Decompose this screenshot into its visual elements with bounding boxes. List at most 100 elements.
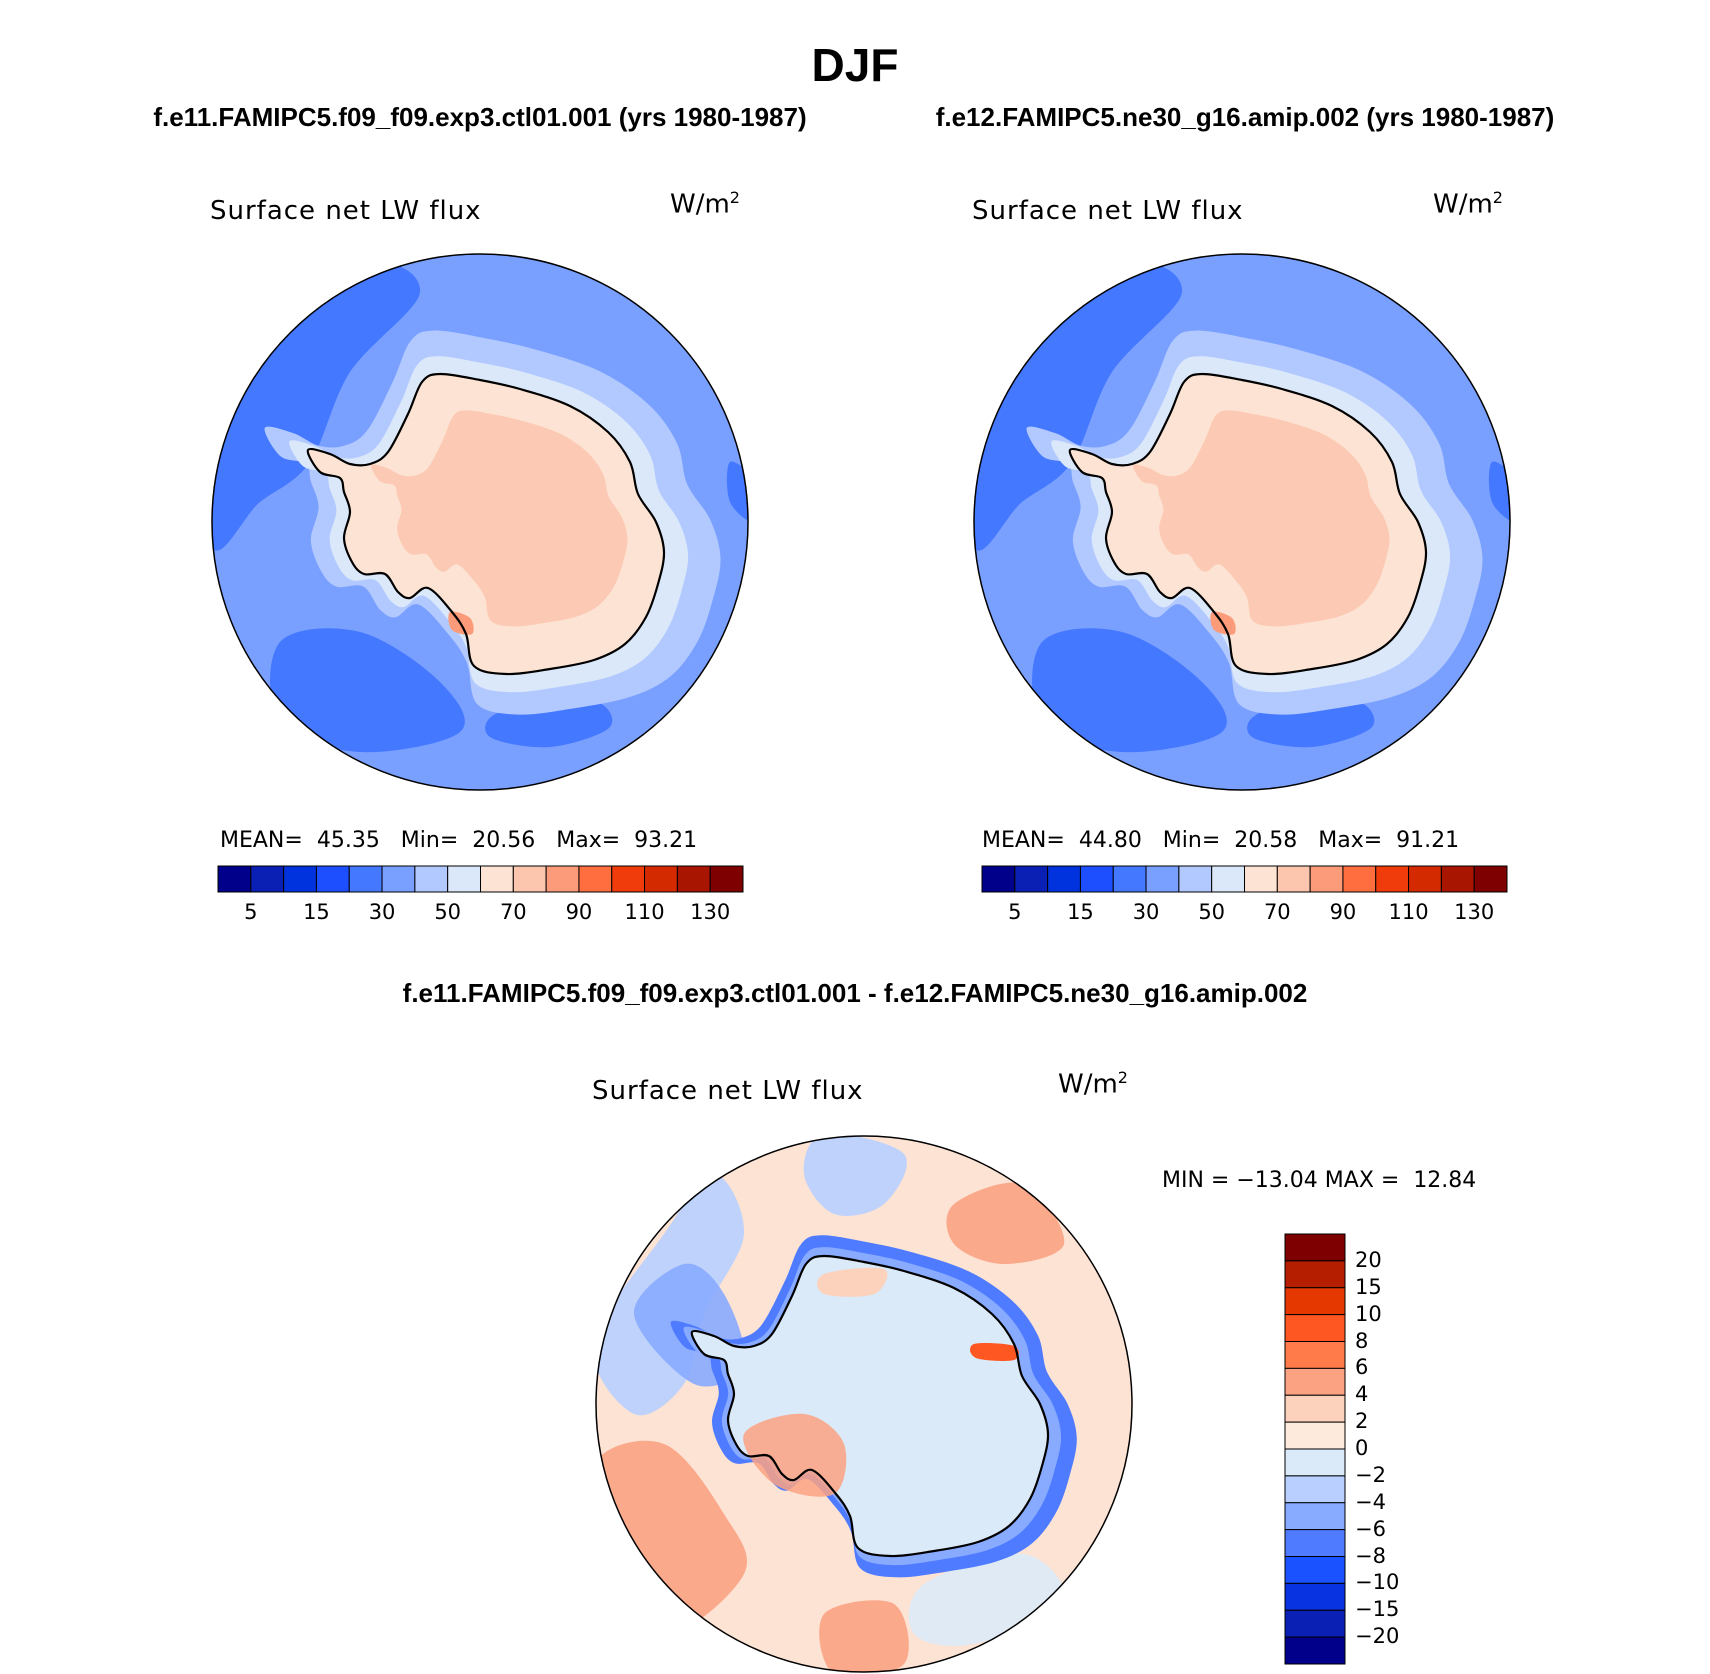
colorbar-swatch xyxy=(348,865,383,893)
colorbar-ticks-diff: 20 15 10 8 6 4 2 0 −2 −4 −6 −8 −10 −15 −20 xyxy=(1355,1234,1425,1666)
ocean-low-east xyxy=(726,461,748,523)
continent-high xyxy=(371,410,628,627)
colorbar-swatch xyxy=(283,865,317,893)
diff-title: f.e11.FAMIPC5.f09_f09.exp3.ctl01.001 - f… xyxy=(402,978,1308,1008)
colorbar-swatch xyxy=(1342,865,1377,893)
colorbar-diff-tick-label: 2 xyxy=(1355,1409,1369,1434)
colorbar-diff-swatch xyxy=(1284,1260,1346,1289)
colorbar-swatch xyxy=(1473,865,1508,893)
variable-label-diff: Surface net LW flux xyxy=(592,1076,864,1106)
diff-neg-north xyxy=(803,1136,907,1216)
colorbar-swatch xyxy=(315,865,350,893)
colorbar-tick-label: 110 xyxy=(624,900,665,924)
colorbar-swatch xyxy=(1408,865,1442,893)
map-field xyxy=(212,254,748,790)
colorbar-swatch xyxy=(1079,865,1114,893)
colorbar-swatch xyxy=(644,865,678,893)
colorbar-diff-swatch xyxy=(1284,1448,1346,1477)
colorbar-diff-tick-label: 0 xyxy=(1355,1436,1369,1460)
colorbar-swatch xyxy=(545,865,580,893)
colorbar-diff-tick-label: −20 xyxy=(1355,1624,1400,1649)
colorbar-diff-swatch xyxy=(1284,1367,1346,1396)
stats-diff: MIN = −13.04 MAX = 12.84 xyxy=(1162,1168,1477,1193)
colorbar-swatch xyxy=(217,865,252,893)
colorbar-swatch xyxy=(480,865,514,893)
diff-pos-northeast xyxy=(946,1182,1065,1264)
colorbar-1 xyxy=(217,865,744,893)
units-label-diff: W/m2 xyxy=(1058,1068,1128,1100)
map-field xyxy=(974,254,1510,790)
colorbar-diff-swatch xyxy=(1284,1502,1346,1531)
colorbar-swatch xyxy=(1440,865,1475,893)
colorbar-tick-label: 50 xyxy=(1198,900,1226,924)
colorbar-diff-tick-label: −10 xyxy=(1355,1570,1400,1595)
colorbar-tick-label: 90 xyxy=(565,900,593,924)
diff-pos-east-spot xyxy=(970,1343,1019,1361)
colorbar-ticks-2: 5 15 30 50 70 90 110 130 xyxy=(982,900,1507,930)
colorbar-tick-label: 5 xyxy=(244,900,258,924)
colorbar-diff-swatch xyxy=(1284,1287,1346,1316)
continent-high xyxy=(1133,410,1390,627)
stats-panel-1: MEAN= 45.35 Min= 20.56 Max= 93.21 xyxy=(220,828,698,853)
colorbar-tick-label: 90 xyxy=(1329,900,1357,924)
colorbar-swatch xyxy=(381,865,416,893)
colorbar-diff-tick-label: −2 xyxy=(1355,1462,1386,1487)
colorbar-swatch xyxy=(414,865,449,893)
map-border xyxy=(211,253,749,791)
colorbar-swatch xyxy=(1244,865,1278,893)
units-label-1: W/m2 xyxy=(670,188,740,220)
colorbar-diff-tick-label: 10 xyxy=(1355,1301,1382,1326)
colorbar-swatch xyxy=(611,865,646,893)
case-title-2: f.e12.FAMIPC5.ne30_g16.amip.002 (yrs 198… xyxy=(935,102,1555,132)
ocean-low-east xyxy=(1488,461,1510,523)
diff-pos-coast xyxy=(817,1267,888,1297)
map-panel-1 xyxy=(211,253,749,791)
colorbar-swatch xyxy=(1309,865,1344,893)
coastline xyxy=(1068,372,1428,676)
colorbar-diff-tick-label: 6 xyxy=(1355,1355,1369,1380)
coastline xyxy=(690,1254,1050,1558)
colorbar-diff-tick-label: 4 xyxy=(1355,1382,1369,1407)
variable-label-1: Surface net LW flux xyxy=(210,196,482,226)
map-field xyxy=(596,1136,1132,1672)
colorbar-swatch xyxy=(1211,865,1246,893)
colorbar-swatch xyxy=(1276,865,1311,893)
colorbar-swatch xyxy=(981,865,1016,893)
colorbar-diff-swatch xyxy=(1284,1556,1346,1584)
colorbar-swatch xyxy=(1375,865,1410,893)
colorbar-swatch xyxy=(676,865,711,893)
coastline xyxy=(306,372,666,676)
colorbar-diff-swatch xyxy=(1284,1341,1346,1369)
colorbar-swatch xyxy=(1047,865,1081,893)
colorbar-tick-label: 130 xyxy=(1454,900,1495,924)
colorbar-swatch xyxy=(250,865,285,893)
colorbar-diff-tick-label: 15 xyxy=(1355,1274,1382,1299)
diff-continent xyxy=(691,1255,1049,1557)
colorbar-tick-label: 15 xyxy=(1067,900,1094,924)
diff-pos-bottom xyxy=(819,1600,909,1672)
colorbar-diff-swatch xyxy=(1284,1475,1346,1504)
colorbar-swatch xyxy=(1145,865,1180,893)
colorbar-tick-label: 70 xyxy=(1263,900,1291,924)
colorbar-diff-tick-label: −6 xyxy=(1355,1516,1386,1541)
map-border xyxy=(973,253,1511,791)
colorbar-2 xyxy=(981,865,1508,893)
colorbar-swatch xyxy=(1112,865,1147,893)
colorbar-diff-tick-label: 8 xyxy=(1355,1328,1369,1353)
colorbar-diff-swatch xyxy=(1284,1609,1346,1638)
colorbar-swatch xyxy=(709,865,744,893)
main-title: DJF xyxy=(811,39,899,91)
variable-label-2: Surface net LW flux xyxy=(972,196,1244,226)
colorbar-diff xyxy=(1284,1233,1346,1665)
colorbar-ticks-1: 5 15 30 50 70 90 110 130 xyxy=(218,900,743,930)
colorbar-swatch xyxy=(1014,865,1049,893)
colorbar-swatch xyxy=(447,865,482,893)
colorbar-tick-label: 30 xyxy=(368,900,396,924)
colorbar-diff-tick-label: −15 xyxy=(1355,1597,1400,1622)
colorbar-diff-swatch xyxy=(1284,1233,1346,1262)
colorbar-diff-swatch xyxy=(1284,1421,1346,1450)
colorbar-diff-swatch xyxy=(1284,1582,1346,1611)
units-label-2: W/m2 xyxy=(1433,188,1503,220)
map-panel-2 xyxy=(973,253,1511,791)
colorbar-diff-swatch xyxy=(1284,1529,1346,1558)
